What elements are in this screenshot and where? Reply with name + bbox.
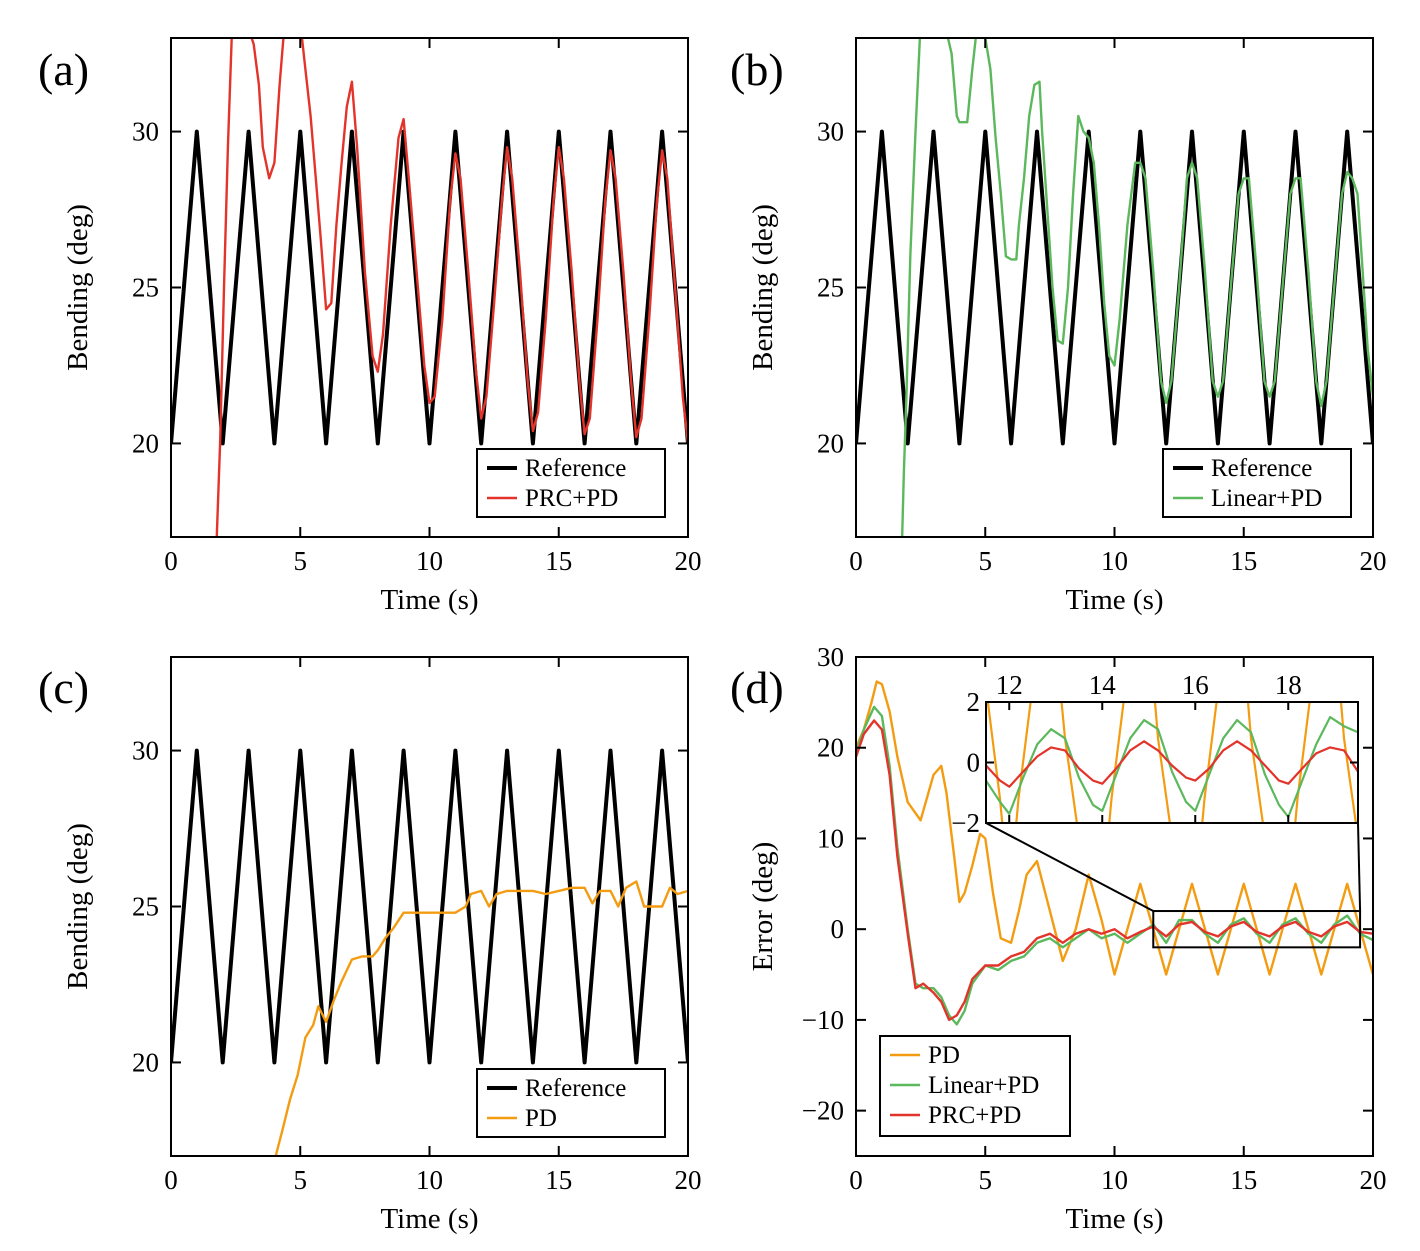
panel-label: (c): [38, 662, 89, 713]
x-axis-label: Time (s): [1065, 584, 1163, 616]
x-tick-label: 10: [1101, 1165, 1128, 1195]
x-tick-label: 15: [1230, 546, 1257, 576]
inset-background: [986, 702, 1358, 823]
x-tick-label: 5: [979, 546, 993, 576]
legend-entry: Reference: [525, 455, 626, 482]
y-tick-label: 20: [817, 733, 844, 763]
y-tick-label: 30: [817, 117, 844, 147]
y-tick-label: 30: [132, 117, 159, 147]
legend-entry: PRC+PD: [525, 485, 618, 512]
x-tick-label: 5: [294, 546, 308, 576]
zoom-box: [1152, 910, 1362, 949]
x-tick-label: 0: [849, 546, 863, 576]
inset-x-tick-label: 14: [1089, 670, 1117, 700]
legend-box: [476, 1068, 666, 1138]
series-line-reference: [171, 748, 688, 1065]
y-tick-label: 20: [817, 428, 844, 458]
x-axis-label: Time (s): [380, 584, 478, 616]
inset-x-tick-label: 12: [996, 670, 1023, 700]
legend: PD Linear+PD PRC+PD: [879, 1035, 1071, 1137]
series-group: [171, 748, 688, 1156]
legend-entry: Reference: [1211, 455, 1312, 482]
x-tick-label: 15: [1230, 1165, 1257, 1195]
x-tick-label: 10: [1101, 546, 1128, 576]
series-group: [856, 38, 1373, 537]
inset: 12 14 16 18 −2 0 2: [951, 670, 1362, 949]
y-tick-label: 25: [817, 273, 844, 303]
x-axis-label: Time (s): [380, 1203, 478, 1235]
legend-entry: Linear+PD: [1211, 485, 1322, 512]
legend-entry: PD: [928, 1042, 960, 1069]
y-tick-label: 30: [132, 736, 159, 766]
panel-a: 0 5 10 15 20 20 25 30 Time (s) Bending (deg) (a) Re…: [38, 37, 702, 616]
y-tick-label: 30: [817, 642, 844, 672]
series-line-prc-pd: [856, 719, 1373, 1022]
zoom-connector: [985, 822, 1154, 912]
y-axis-label: Bending (deg): [62, 823, 94, 990]
y-tick-label: −20: [802, 1096, 844, 1126]
legend: Reference PRC+PD: [476, 448, 666, 518]
x-tick-label: 0: [164, 546, 178, 576]
x-tick-label: 5: [294, 1165, 308, 1195]
y-tick-label: 0: [831, 914, 845, 944]
panel-label: (b): [730, 44, 784, 95]
y-tick-label: 10: [817, 823, 844, 853]
legend: Reference Linear+PD: [1162, 448, 1352, 518]
legend: Reference PD: [476, 1068, 666, 1138]
panel-b: 0 5 10 15 20 20 25 30 Time (s) Bending (deg) (b) Re…: [730, 37, 1387, 616]
x-tick-label: 15: [545, 546, 572, 576]
legend-entry: PRC+PD: [928, 1102, 1021, 1129]
y-tick-label: −10: [802, 1005, 844, 1035]
x-tick-label: 10: [416, 1165, 443, 1195]
x-axis-label: Time (s): [1065, 1203, 1163, 1235]
panel-label: (d): [730, 662, 784, 713]
x-tick-label: 20: [1360, 546, 1387, 576]
inset-x-tick-label: 18: [1275, 670, 1302, 700]
x-tick-label: 5: [979, 1165, 993, 1195]
x-tick-label: 20: [1360, 1165, 1387, 1195]
inset-y-tick-label: 2: [967, 687, 981, 717]
panel-c: 0 5 10 15 20 20 25 30 Time (s) Bending (deg) (c) Re…: [38, 656, 702, 1235]
series-group: [856, 680, 1373, 1026]
y-tick-label: 20: [132, 1047, 159, 1077]
inset-series-group: [986, 702, 1358, 823]
x-tick-label: 20: [675, 1165, 702, 1195]
legend-box: [1162, 448, 1352, 518]
inset-series-line-prc-pd: [986, 740, 1358, 788]
legend-entry: Linear+PD: [928, 1072, 1039, 1099]
series-line-pd: [856, 680, 1373, 976]
inset-series-line-linear-pd: [986, 715, 1358, 819]
series-group: [171, 38, 688, 537]
x-tick-label: 20: [675, 546, 702, 576]
inset-y-tick-label: 0: [967, 748, 981, 778]
x-tick-label: 15: [545, 1165, 572, 1195]
x-tick-label: 0: [164, 1165, 178, 1195]
zoom-connector: [1357, 822, 1362, 912]
x-tick-label: 10: [416, 546, 443, 576]
series-line-linear-pd: [900, 38, 1373, 537]
y-axis-label: Bending (deg): [62, 204, 94, 371]
y-tick-label: 25: [132, 273, 159, 303]
series-line-prc-pd: [215, 38, 688, 537]
y-tick-label: 20: [132, 428, 159, 458]
legend-box: [476, 448, 666, 518]
panel-label: (a): [38, 44, 89, 95]
inset-x-tick-label: 16: [1182, 670, 1209, 700]
inset-y-tick-label: −2: [951, 808, 980, 838]
series-line-pd: [274, 880, 688, 1156]
x-tick-label: 0: [849, 1165, 863, 1195]
legend-entry: PD: [525, 1105, 557, 1132]
legend-entry: Reference: [525, 1075, 626, 1102]
y-axis-label: Error (deg): [747, 842, 779, 972]
y-axis-label: Bending (deg): [747, 204, 779, 371]
y-tick-label: 25: [132, 892, 159, 922]
